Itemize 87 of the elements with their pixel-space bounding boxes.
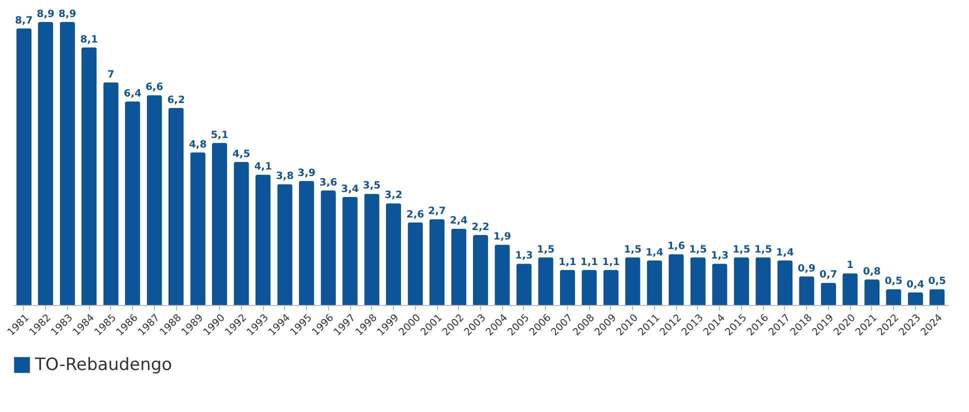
data-label: 1,5 bbox=[689, 244, 707, 256]
bar bbox=[386, 203, 402, 305]
data-label: 3,5 bbox=[362, 180, 381, 192]
bar bbox=[38, 22, 54, 305]
data-label: 1,6 bbox=[667, 241, 686, 252]
data-label: 2,2 bbox=[472, 222, 490, 234]
bar bbox=[734, 257, 750, 305]
bar bbox=[646, 260, 662, 305]
bar bbox=[864, 280, 880, 305]
data-label: 0,7 bbox=[820, 270, 838, 281]
bar bbox=[472, 235, 488, 305]
bar bbox=[298, 180, 314, 305]
bar bbox=[886, 289, 902, 305]
bar bbox=[81, 47, 97, 305]
bar bbox=[103, 82, 118, 305]
data-label: 6,6 bbox=[145, 82, 164, 94]
bar bbox=[820, 282, 836, 305]
data-label: 1 bbox=[846, 260, 854, 272]
data-label: 4,8 bbox=[188, 139, 207, 150]
bar bbox=[124, 101, 140, 305]
bar bbox=[668, 254, 684, 305]
bar bbox=[320, 190, 336, 305]
data-label: 3,4 bbox=[341, 184, 359, 195]
data-label: 8,9 bbox=[58, 8, 76, 20]
data-label: 3,9 bbox=[298, 168, 316, 179]
data-label: 4,5 bbox=[232, 148, 250, 160]
data-label: 5,1 bbox=[210, 130, 228, 141]
bar bbox=[190, 152, 206, 305]
data-label: 1,4 bbox=[646, 247, 664, 258]
bar bbox=[908, 292, 923, 305]
bar bbox=[603, 270, 619, 305]
data-label: 8,1 bbox=[80, 34, 98, 46]
bar bbox=[799, 276, 814, 305]
data-label: 3,6 bbox=[319, 178, 338, 189]
data-label: 1,5 bbox=[536, 244, 555, 256]
data-label: 6,4 bbox=[124, 88, 142, 100]
bar bbox=[930, 289, 945, 305]
data-label: 1,3 bbox=[710, 250, 729, 262]
data-label: 2,7 bbox=[428, 206, 446, 218]
bar bbox=[60, 22, 75, 305]
bar bbox=[538, 257, 554, 305]
bar bbox=[582, 270, 597, 305]
data-label: 1,1 bbox=[580, 257, 598, 268]
bar bbox=[277, 184, 292, 305]
data-label: 2,6 bbox=[406, 209, 424, 220]
bar bbox=[516, 264, 532, 305]
bar bbox=[429, 219, 445, 305]
bar bbox=[451, 228, 466, 305]
data-label: 2,4 bbox=[450, 216, 468, 227]
bar bbox=[690, 257, 706, 305]
bar bbox=[625, 257, 640, 305]
data-label: 0,5 bbox=[928, 276, 946, 288]
data-label: 3,2 bbox=[384, 190, 402, 202]
bar bbox=[777, 260, 793, 305]
bar bbox=[255, 174, 271, 305]
data-label: 0,8 bbox=[863, 266, 881, 278]
data-label: 0,5 bbox=[884, 276, 903, 288]
bar bbox=[146, 95, 162, 305]
bar bbox=[408, 222, 423, 305]
data-label: 1,5 bbox=[624, 244, 642, 256]
bar bbox=[342, 196, 358, 305]
data-label: 1,9 bbox=[493, 232, 512, 243]
data-label: 7 bbox=[107, 69, 114, 80]
bar bbox=[842, 273, 858, 305]
data-label: 8,7 bbox=[15, 15, 33, 26]
data-label: 3,8 bbox=[276, 171, 294, 182]
data-label: 4,1 bbox=[254, 162, 272, 173]
bar bbox=[16, 28, 32, 305]
bar bbox=[364, 194, 380, 305]
data-label: 6,2 bbox=[167, 94, 185, 106]
data-label: 1,4 bbox=[776, 247, 794, 258]
bar bbox=[756, 257, 771, 305]
data-label: 1,1 bbox=[602, 257, 620, 268]
bar bbox=[168, 108, 184, 305]
data-label: 1,5 bbox=[732, 244, 750, 256]
data-label: 0,9 bbox=[798, 263, 816, 274]
data-label: 1,3 bbox=[515, 250, 533, 262]
bar bbox=[494, 244, 510, 305]
bar bbox=[212, 142, 228, 305]
data-label: 0,4 bbox=[906, 279, 924, 290]
legend-label: TO-Rebaudengo bbox=[34, 355, 172, 375]
data-label: 1,5 bbox=[754, 244, 772, 256]
bar bbox=[712, 264, 728, 305]
bar bbox=[560, 270, 576, 305]
data-label: 8,9 bbox=[36, 8, 55, 20]
data-label: 1,1 bbox=[558, 257, 576, 268]
bar bbox=[234, 162, 249, 305]
